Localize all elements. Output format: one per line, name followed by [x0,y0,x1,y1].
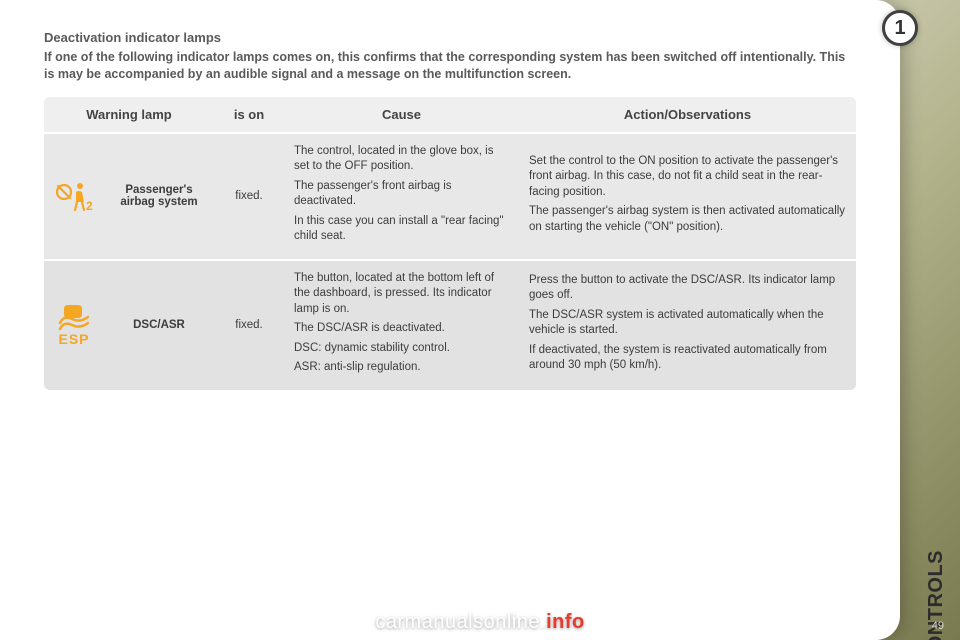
cause-line: The passenger's front airbag is deactiva… [294,179,509,210]
cell-action: Press the button to activate the DSC/ASR… [519,260,856,390]
cell-icon: ESP [44,260,104,390]
cell-lamp: DSC/ASR [104,260,214,390]
action-line: Press the button to activate the DSC/ASR… [529,273,846,304]
table-row: ESP DSC/ASR fixed. The button, located a… [44,260,856,390]
warning-table: Warning lamp is on Cause Action/Observat… [44,97,856,390]
cell-lamp: Passenger's airbag system [104,133,214,260]
action-line: Set the control to the ON position to ac… [529,154,846,201]
footer-text: carmanualsonline. [375,611,546,633]
airbag-off-icon: 2 [54,178,94,212]
section-badge: 1 [882,10,918,46]
esp-label: ESP [54,331,94,347]
cell-icon: 2 [44,133,104,260]
action-line: The passenger's airbag system is then ac… [529,204,846,235]
col-header-action: Action/Observations [519,97,856,133]
cause-line: In this case you can install a "rear fac… [294,214,509,245]
table-header-row: Warning lamp is on Cause Action/Observat… [44,97,856,133]
page: 1 Deactivation indicator lamps If one of… [0,0,900,640]
cause-line: The DSC/ASR is deactivated. [294,321,509,337]
svg-text:2: 2 [86,199,93,212]
col-header-cause: Cause [284,97,519,133]
cause-line: The control, located in the glove box, i… [294,144,509,175]
col-header-lamp: Warning lamp [44,97,214,133]
cell-action: Set the control to the ON position to ac… [519,133,856,260]
cause-line: ASR: anti-slip regulation. [294,360,509,376]
cause-line: The button, located at the bottom left o… [294,271,509,318]
intro-title: Deactivation indicator lamps [44,30,856,45]
page-number: 49 [932,620,944,632]
esp-icon: ESP [54,303,94,347]
cell-cause: The control, located in the glove box, i… [284,133,519,260]
action-line: The DSC/ASR system is activated automati… [529,308,846,339]
cell-ison: fixed. [214,260,284,390]
footer-suffix: info [546,611,585,633]
cell-ison: fixed. [214,133,284,260]
cause-line: DSC: dynamic stability control. [294,341,509,357]
table-row: 2 Passenger's airbag system fixed. The c… [44,133,856,260]
intro-text: If one of the following indicator lamps … [44,49,856,83]
col-header-ison: is on [214,97,284,133]
cell-cause: The button, located at the bottom left o… [284,260,519,390]
footer-watermark: carmanualsonline.info [0,611,960,634]
action-line: If deactivated, the system is reactivate… [529,343,846,374]
